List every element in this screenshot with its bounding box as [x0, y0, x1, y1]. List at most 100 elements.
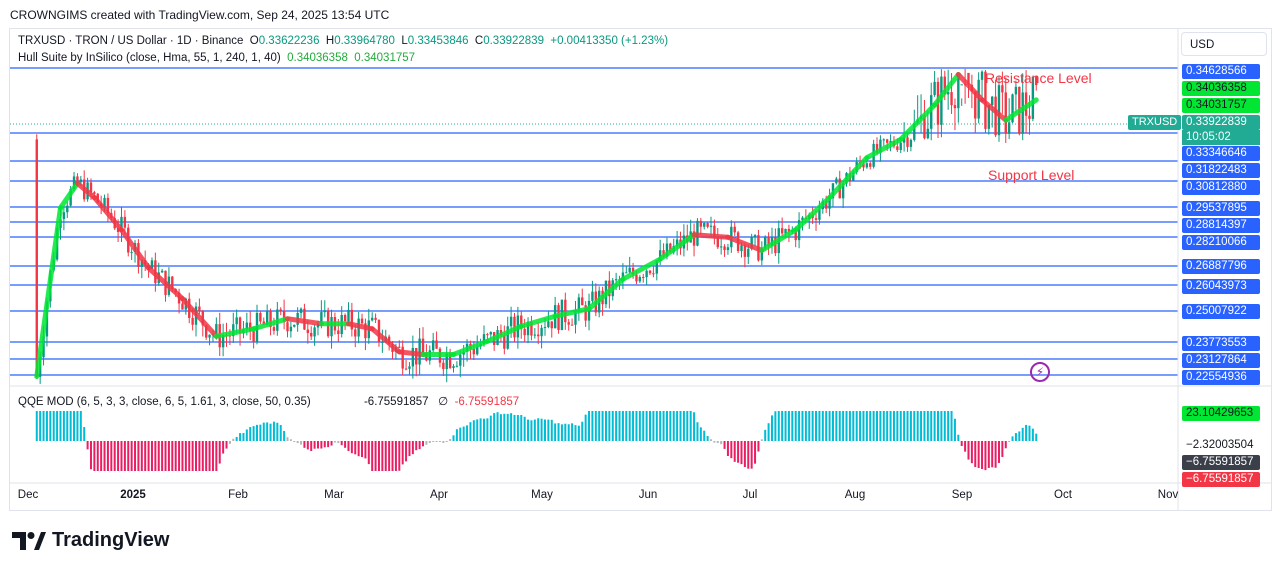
- qqe-bar: [140, 441, 143, 471]
- qqe-bar: [523, 416, 526, 441]
- candle-body: [533, 334, 537, 336]
- hull-segment: [552, 306, 592, 319]
- candle-body: [726, 247, 730, 251]
- candle-body: [950, 92, 953, 106]
- qqe-bar: [852, 411, 855, 441]
- qqe-bar: [743, 441, 746, 468]
- qqe-bar: [344, 441, 347, 448]
- price-label: 0.23773553: [1182, 336, 1260, 351]
- candle-body: [635, 274, 638, 282]
- qqe-bar: [106, 441, 109, 471]
- qqe-bar: [266, 422, 269, 441]
- candle-body: [486, 334, 489, 336]
- candle-body: [652, 273, 655, 275]
- qqe-bar: [49, 411, 52, 441]
- candle-body: [238, 317, 242, 334]
- qqe-bar: [286, 437, 289, 441]
- qqe-bar: [425, 441, 428, 445]
- candle-body: [662, 250, 665, 257]
- low-value: 0.33453846: [407, 35, 469, 47]
- hull-legend[interactable]: Hull Suite by InSilico (close, Hma, 55, …: [18, 52, 415, 64]
- qqe-bar: [184, 441, 187, 471]
- qqe-bar: [452, 435, 455, 441]
- qqe-bar: [1025, 424, 1028, 441]
- qqe-bar: [720, 441, 723, 445]
- qqe-legend[interactable]: QQE MOD (6, 5, 3, 3, close, 6, 5, 1.61, …: [18, 394, 519, 408]
- qqe-bar: [401, 441, 404, 465]
- candle-body: [801, 217, 804, 221]
- qqe-bar: [859, 411, 862, 441]
- qqe-bar: [838, 411, 841, 441]
- candle-body: [862, 163, 865, 168]
- candle-body: [398, 346, 401, 348]
- candle-body: [293, 324, 296, 327]
- candle-body: [404, 368, 408, 370]
- candle-body: [445, 353, 448, 370]
- qqe-bar: [96, 441, 99, 471]
- candle-body: [946, 92, 950, 95]
- flash-icon[interactable]: ⚡: [1030, 362, 1050, 382]
- qqe-bar: [52, 411, 55, 441]
- qqe-bar: [276, 422, 279, 441]
- month-label: Dec: [17, 489, 39, 501]
- high-label: H: [325, 35, 335, 47]
- month-label: Jun: [638, 489, 658, 501]
- qqe-bar: [764, 429, 767, 441]
- hull-segment: [898, 102, 938, 142]
- qqe-bar: [835, 411, 838, 441]
- candle-body: [310, 332, 313, 337]
- qqe-bar: [967, 441, 970, 460]
- currency-selector[interactable]: USD: [1181, 32, 1267, 56]
- qqe-bar: [987, 441, 990, 468]
- hull-segment: [1003, 97, 1039, 123]
- qqe-bar: [469, 422, 472, 441]
- price-label: 0.34628566: [1182, 64, 1260, 79]
- hull-value-1: 0.34036358: [287, 52, 348, 64]
- qqe-value-1: -6.75591857: [363, 396, 429, 408]
- tradingview-logo[interactable]: TradingView: [12, 529, 169, 552]
- qqe-bar: [455, 429, 458, 441]
- price-label: 0.28814397: [1182, 218, 1260, 233]
- price-label: 0.26887796: [1182, 259, 1260, 274]
- close-label: C: [474, 35, 484, 47]
- qqe-bar: [889, 411, 892, 441]
- candle-body: [797, 220, 801, 241]
- qqe-bar: [330, 441, 333, 446]
- qqe-bar: [503, 413, 506, 441]
- qqe-bar: [408, 441, 411, 457]
- qqe-bar: [462, 426, 465, 441]
- qqe-bar: [205, 441, 208, 471]
- candle-body: [570, 324, 574, 326]
- qqe-bar: [110, 441, 113, 471]
- qqe-bar: [171, 441, 174, 471]
- candle-body: [638, 276, 642, 282]
- candle-body: [526, 321, 530, 336]
- qqe-bar: [249, 426, 252, 441]
- open-label: O: [249, 35, 259, 47]
- qqe-bar: [899, 411, 902, 441]
- qqe-bar: [174, 441, 177, 471]
- qqe-bar: [1028, 425, 1031, 441]
- candle-body: [733, 226, 736, 233]
- hull-segment: [34, 205, 63, 380]
- qqe-bar: [483, 418, 485, 441]
- candle-body: [42, 336, 45, 358]
- qqe-bar: [1001, 441, 1004, 457]
- qqe-bar: [76, 411, 79, 441]
- qqe-bar: [940, 411, 943, 441]
- candle-body: [669, 243, 672, 253]
- qqe-bar: [862, 411, 865, 441]
- qqe-bar: [669, 411, 672, 441]
- candle-body: [89, 182, 93, 193]
- qqe-bar: [303, 441, 306, 448]
- candle-body: [719, 246, 723, 248]
- qqe-bar: [164, 441, 167, 471]
- candle-body: [503, 335, 506, 349]
- candle-body: [252, 331, 255, 343]
- symbol-legend[interactable]: TRXUSD · TRON / US Dollar · 1D · Binance…: [18, 35, 668, 47]
- qqe-bar: [398, 441, 401, 471]
- qqe-bar: [69, 411, 72, 441]
- candle-body: [814, 218, 818, 220]
- candle-body: [198, 306, 201, 311]
